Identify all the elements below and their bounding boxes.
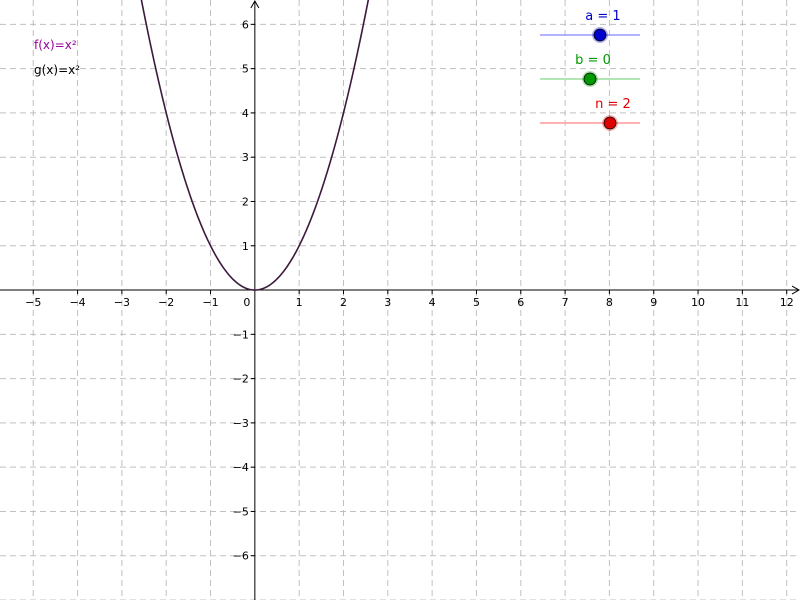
slider-b[interactable]: b = 0 [540, 53, 640, 87]
x-tick-label: 2 [340, 296, 347, 309]
x-tick-label: 1 [296, 296, 303, 309]
x-tick-label: 5 [473, 296, 480, 309]
y-tick-label: 5 [242, 63, 249, 76]
y-tick-label: 2 [242, 195, 249, 208]
x-tick-label: −5 [25, 296, 41, 309]
x-tick-label: 0 [243, 296, 250, 309]
slider-knob-icon[interactable] [603, 116, 617, 130]
slider-n[interactable]: n = 2 [540, 97, 640, 131]
slider-knob-icon[interactable] [583, 72, 597, 86]
tick-labels: −5 −4 −3 −2 −1 0 1 2 3 4 5 6 7 8 9 10 11 12654321−1−2−3−4… [25, 18, 794, 562]
y-tick-label: 4 [242, 107, 249, 120]
y-tick-label: 3 [242, 151, 249, 164]
x-tick-label: 3 [384, 296, 391, 309]
slider-label: b = 0 [575, 53, 611, 68]
y-tick-label: 6 [242, 18, 249, 31]
slider-label: n = 2 [595, 97, 631, 112]
y-axis-arrow-icon [250, 0, 260, 9]
function-f-label[interactable]: f(x)=x² [34, 38, 77, 52]
y-tick-label: −3 [233, 417, 249, 430]
x-tick-label: 11 [735, 296, 749, 309]
y-tick-label: −6 [233, 550, 249, 563]
x-tick-label: −4 [69, 296, 85, 309]
sliders: a = 1 b = 0 n = 2 [540, 9, 640, 131]
y-tick-label: −2 [233, 373, 249, 386]
y-tick-label: 1 [242, 240, 249, 253]
function-graph[interactable] [134, 0, 376, 291]
y-tick-label: −4 [233, 461, 249, 474]
x-tick-label: 8 [606, 296, 613, 309]
slider-a[interactable]: a = 1 [540, 9, 640, 43]
x-axis-arrow-icon [791, 285, 800, 295]
x-tick-label: −2 [158, 296, 174, 309]
x-tick-label: 12 [780, 296, 794, 309]
x-tick-label: −3 [114, 296, 130, 309]
x-tick-label: 6 [517, 296, 524, 309]
slider-knob-icon[interactable] [593, 28, 607, 42]
x-tick-label: −1 [202, 296, 218, 309]
x-tick-label: 4 [429, 296, 436, 309]
x-tick-label: 10 [691, 296, 705, 309]
function-g-label[interactable]: g(x)=x² [34, 63, 80, 77]
slider-label: a = 1 [585, 9, 620, 24]
x-tick-label: 9 [650, 296, 657, 309]
y-tick-label: −1 [233, 328, 249, 341]
y-tick-label: −5 [233, 505, 249, 518]
x-tick-label: 7 [562, 296, 569, 309]
